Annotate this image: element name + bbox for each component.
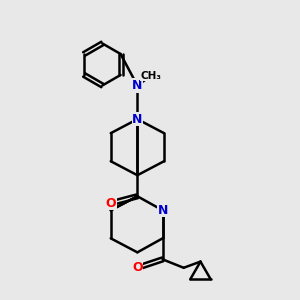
Text: O: O	[105, 197, 116, 210]
Text: N: N	[158, 204, 168, 217]
Text: N: N	[132, 79, 142, 92]
Text: O: O	[132, 261, 143, 274]
Text: N: N	[132, 113, 142, 126]
Text: CH₃: CH₃	[141, 71, 162, 81]
